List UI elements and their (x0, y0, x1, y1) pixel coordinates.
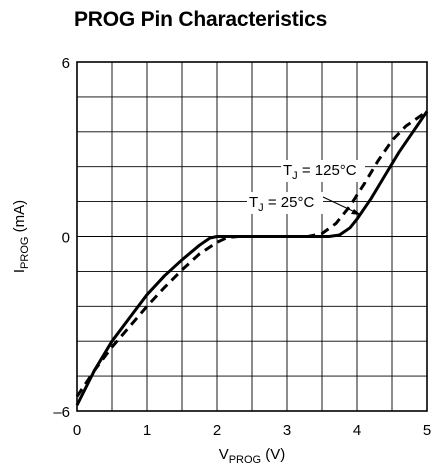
annotation-background (247, 192, 323, 214)
chart-title: PROG Pin Characteristics (74, 8, 328, 31)
annotation-arrowhead (351, 209, 361, 215)
x-tick-label: 2 (213, 422, 221, 439)
annotation-tj-25c: TJ = 25°C (249, 194, 314, 214)
y-axis-label: IPROG (mA) (11, 200, 31, 273)
x-axis-label: VPROG (V) (219, 446, 286, 466)
annotation-background (281, 160, 365, 182)
x-tick-labels: 0 1 2 3 4 5 (73, 422, 431, 439)
x-tick-label: 3 (283, 422, 291, 439)
y-tick-labels: 6 0 –6 (53, 55, 70, 421)
plot-frame (76, 61, 428, 412)
annotation-leader-line (322, 196, 358, 214)
series-line-tj-125c (75, 110, 428, 398)
x-tick-label: 4 (353, 422, 361, 439)
x-tick-label: 5 (423, 422, 431, 439)
y-tick-label: 0 (62, 230, 70, 247)
y-tick-label: 6 (62, 55, 70, 72)
x-tick-label: 1 (143, 422, 151, 439)
series-curves (75, 110, 429, 406)
x-tick-label: 0 (73, 422, 81, 439)
annotation-tj-125c: TJ = 125°C (283, 162, 357, 182)
annotations: TJ = 125°C TJ = 25°C (247, 160, 365, 215)
y-tick-label: –6 (53, 404, 70, 421)
